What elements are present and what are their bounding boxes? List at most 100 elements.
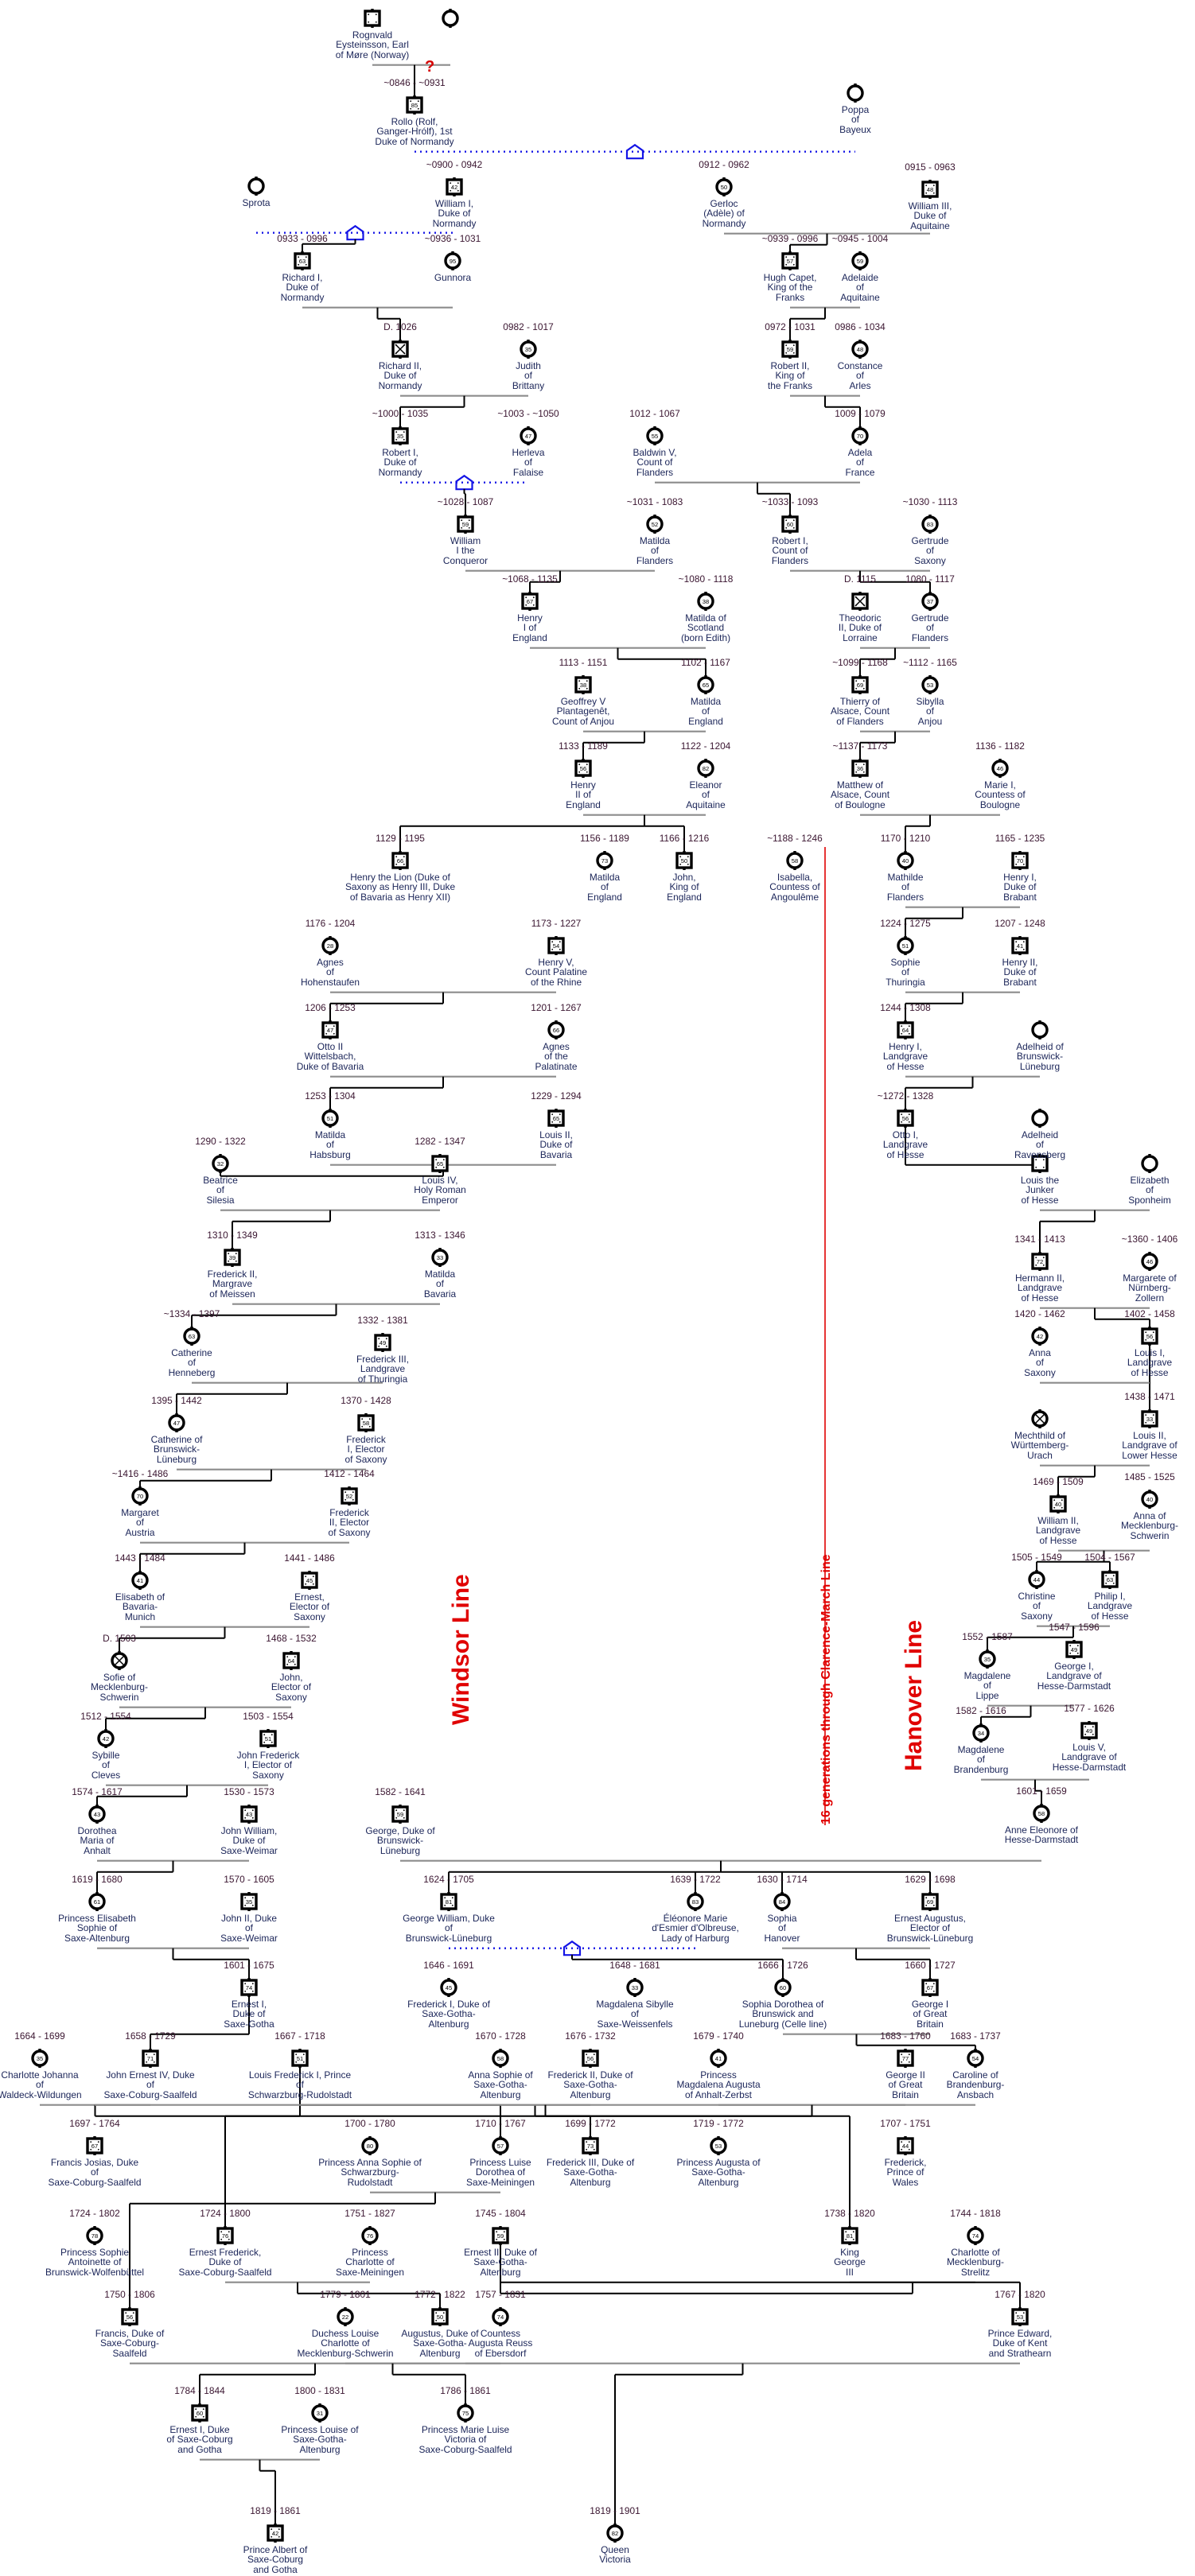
svg-text:51: 51 [327, 1115, 333, 1122]
svg-text:33: 33 [437, 1254, 443, 1261]
svg-text:28: 28 [327, 942, 333, 950]
svg-text:66: 66 [397, 857, 403, 864]
svg-text:70: 70 [137, 1493, 143, 1500]
svg-text:43: 43 [246, 1811, 252, 1818]
svg-text:40: 40 [1146, 1496, 1153, 1503]
svg-text:35: 35 [37, 2055, 43, 2062]
svg-text:58: 58 [497, 2055, 504, 2062]
svg-text:44: 44 [902, 2143, 909, 2150]
svg-text:50: 50 [721, 184, 727, 191]
svg-text:47: 47 [173, 1420, 180, 1427]
svg-text:34: 34 [978, 1730, 984, 1737]
svg-text:36: 36 [857, 765, 863, 772]
svg-text:56: 56 [580, 765, 586, 772]
svg-text:65: 65 [553, 1115, 559, 1122]
svg-text:59: 59 [787, 346, 793, 353]
svg-text:53: 53 [715, 2143, 722, 2150]
svg-text:37: 37 [927, 598, 933, 605]
svg-text:50: 50 [681, 857, 687, 864]
svg-text:42: 42 [1037, 1333, 1043, 1340]
svg-text:78: 78 [91, 2232, 98, 2240]
svg-text:83: 83 [927, 521, 933, 528]
svg-text:65: 65 [703, 682, 709, 689]
svg-text:35: 35 [984, 1656, 991, 1663]
svg-text:53: 53 [1017, 2314, 1023, 2321]
svg-text:52: 52 [346, 1493, 352, 1500]
svg-text:41: 41 [1017, 942, 1023, 950]
svg-text:74: 74 [972, 2232, 979, 2240]
svg-text:81: 81 [847, 2232, 853, 2240]
svg-text:47: 47 [525, 433, 531, 440]
svg-text:40: 40 [902, 857, 909, 864]
svg-text:41: 41 [715, 2055, 722, 2062]
svg-text:77: 77 [902, 2055, 909, 2062]
svg-text:42: 42 [451, 184, 457, 191]
svg-text:60: 60 [787, 521, 793, 528]
svg-text:65: 65 [437, 1160, 443, 1168]
svg-text:49: 49 [380, 1339, 386, 1346]
svg-text:69: 69 [857, 682, 863, 689]
svg-text:82: 82 [703, 765, 709, 772]
svg-text:55: 55 [652, 433, 658, 440]
svg-text:70: 70 [857, 433, 863, 440]
svg-text:57: 57 [787, 258, 793, 265]
svg-text:56: 56 [1146, 1333, 1153, 1340]
svg-text:56: 56 [587, 2055, 594, 2062]
svg-text:73: 73 [587, 2143, 594, 2150]
svg-text:82: 82 [612, 2530, 618, 2537]
svg-text:76: 76 [222, 2232, 228, 2240]
svg-text:42: 42 [103, 1735, 109, 1743]
svg-text:41: 41 [137, 1577, 143, 1584]
svg-text:80: 80 [367, 2143, 373, 2150]
svg-text:51: 51 [902, 942, 909, 950]
svg-text:35: 35 [525, 346, 531, 353]
svg-text:67: 67 [927, 1984, 933, 1991]
svg-text:63: 63 [299, 258, 306, 265]
svg-text:42: 42 [272, 2530, 278, 2537]
svg-text:71: 71 [147, 2055, 154, 2062]
svg-text:56: 56 [127, 2314, 133, 2321]
svg-text:44: 44 [1033, 1576, 1040, 1583]
svg-text:56: 56 [902, 1115, 909, 1122]
svg-text:70: 70 [1017, 857, 1023, 864]
svg-text:51: 51 [265, 1735, 271, 1743]
svg-text:39: 39 [229, 1254, 235, 1261]
svg-text:38: 38 [580, 682, 586, 689]
svg-text:48: 48 [857, 346, 863, 353]
svg-text:58: 58 [363, 1420, 369, 1427]
svg-text:59: 59 [462, 521, 469, 528]
svg-text:60: 60 [197, 2410, 203, 2417]
svg-text:50: 50 [437, 2314, 443, 2321]
svg-text:57: 57 [497, 2143, 504, 2150]
svg-text:58: 58 [792, 857, 798, 864]
svg-text:33: 33 [1146, 1416, 1153, 1423]
svg-text:74: 74 [497, 2314, 504, 2321]
svg-text:49: 49 [1071, 1646, 1077, 1653]
svg-text:59: 59 [857, 258, 863, 265]
svg-text:43: 43 [94, 1811, 100, 1818]
svg-text:40: 40 [1055, 1501, 1061, 1508]
svg-text:85: 85 [411, 102, 418, 109]
svg-text:46: 46 [1146, 1258, 1153, 1265]
svg-text:64: 64 [288, 1657, 294, 1665]
svg-text:63: 63 [1107, 1576, 1113, 1583]
svg-text:49: 49 [1086, 1727, 1092, 1735]
svg-text:53: 53 [927, 682, 933, 689]
svg-text:52: 52 [652, 521, 658, 528]
svg-text:35: 35 [246, 1898, 252, 1906]
svg-text:73: 73 [601, 857, 608, 864]
svg-text:81: 81 [446, 1898, 452, 1906]
svg-text:54: 54 [553, 942, 559, 950]
svg-text:67: 67 [91, 2143, 98, 2150]
svg-text:46: 46 [997, 765, 1003, 772]
svg-text:74: 74 [246, 1984, 252, 1991]
svg-text:60: 60 [780, 1984, 786, 1991]
svg-text:54: 54 [972, 2055, 979, 2062]
svg-text:84: 84 [779, 1898, 785, 1906]
svg-text:67: 67 [527, 598, 533, 605]
svg-text:31: 31 [317, 2410, 323, 2417]
svg-text:75: 75 [462, 2410, 469, 2417]
svg-text:72: 72 [1037, 1258, 1043, 1265]
svg-text:38: 38 [703, 598, 709, 605]
svg-text:61: 61 [94, 1898, 100, 1906]
